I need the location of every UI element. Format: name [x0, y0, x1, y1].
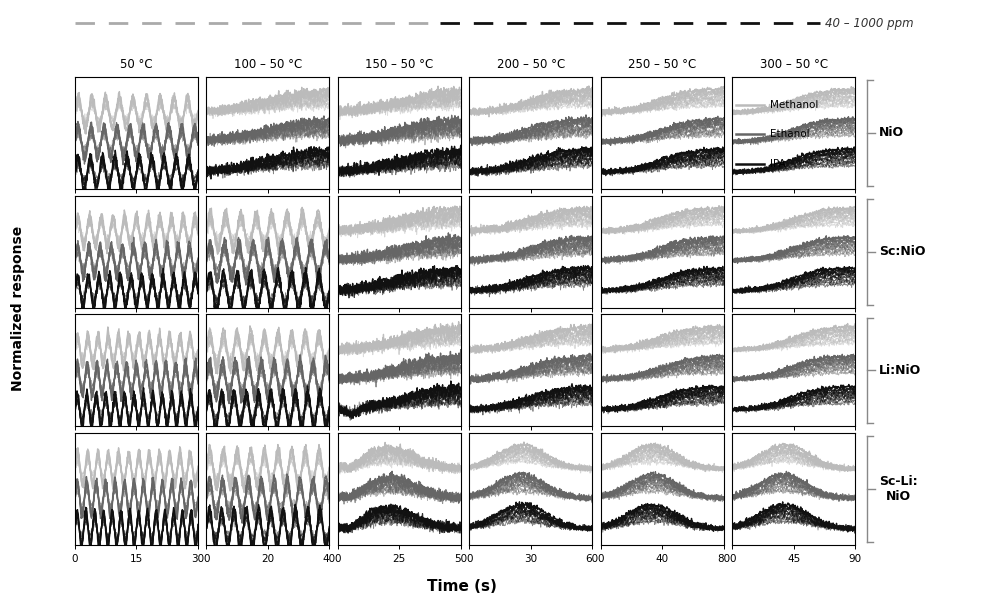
Text: Sc-Li:
NiO: Sc-Li: NiO: [879, 475, 918, 503]
Text: Time (s): Time (s): [427, 580, 497, 594]
Text: Methanol: Methanol: [770, 100, 819, 110]
Text: 40 – 1000 ppm: 40 – 1000 ppm: [825, 17, 914, 30]
Text: Sc:NiO: Sc:NiO: [879, 245, 926, 258]
Text: Normalized response: Normalized response: [11, 225, 25, 391]
Text: IPA: IPA: [770, 159, 786, 169]
Text: Li:NiO: Li:NiO: [879, 364, 921, 377]
Text: 200 – 50 °C: 200 – 50 °C: [497, 58, 565, 71]
Text: 150 – 50 °C: 150 – 50 °C: [365, 58, 433, 71]
Text: 100 – 50 °C: 100 – 50 °C: [234, 58, 302, 71]
Text: Ethanol: Ethanol: [770, 129, 810, 139]
Text: 250 – 50 °C: 250 – 50 °C: [628, 58, 696, 71]
Text: NiO: NiO: [879, 126, 904, 139]
Text: 300 – 50 °C: 300 – 50 °C: [760, 58, 828, 71]
Text: 50 °C: 50 °C: [120, 58, 153, 71]
